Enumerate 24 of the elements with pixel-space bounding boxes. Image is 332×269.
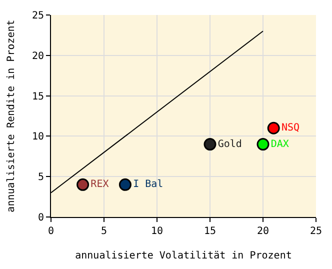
x-tick-label: 15 [204,226,216,237]
point [118,178,132,191]
y-tick-label: 20 [32,50,44,62]
series-label: DAX [270,138,289,150]
x-axis-title: annualisierte Volatilität in Prozent [75,250,292,262]
y-tick-label: 0 [38,212,44,224]
y-tick-label: 10 [32,132,44,143]
point [204,138,216,151]
y-axis-title: annualisierte Rendite in Prozent [6,20,17,212]
x-tick-label: 0 [48,226,54,237]
x-tick-label: 20 [256,226,270,237]
series-label: I Bal [133,179,164,190]
y-tick-label: 5 [38,172,44,184]
y-tick-label: 25 [32,10,44,22]
series-label: Gold [218,138,242,150]
point [76,178,90,191]
y-tick-label: 15 [32,91,44,102]
x-tick-label: 10 [150,226,164,237]
series-label: REX [90,179,109,190]
point [256,138,270,151]
x-tick-label: 25 [310,226,322,237]
x-tick-label: 5 [100,226,108,237]
point [267,122,280,134]
series-label: NSQ [281,122,300,134]
